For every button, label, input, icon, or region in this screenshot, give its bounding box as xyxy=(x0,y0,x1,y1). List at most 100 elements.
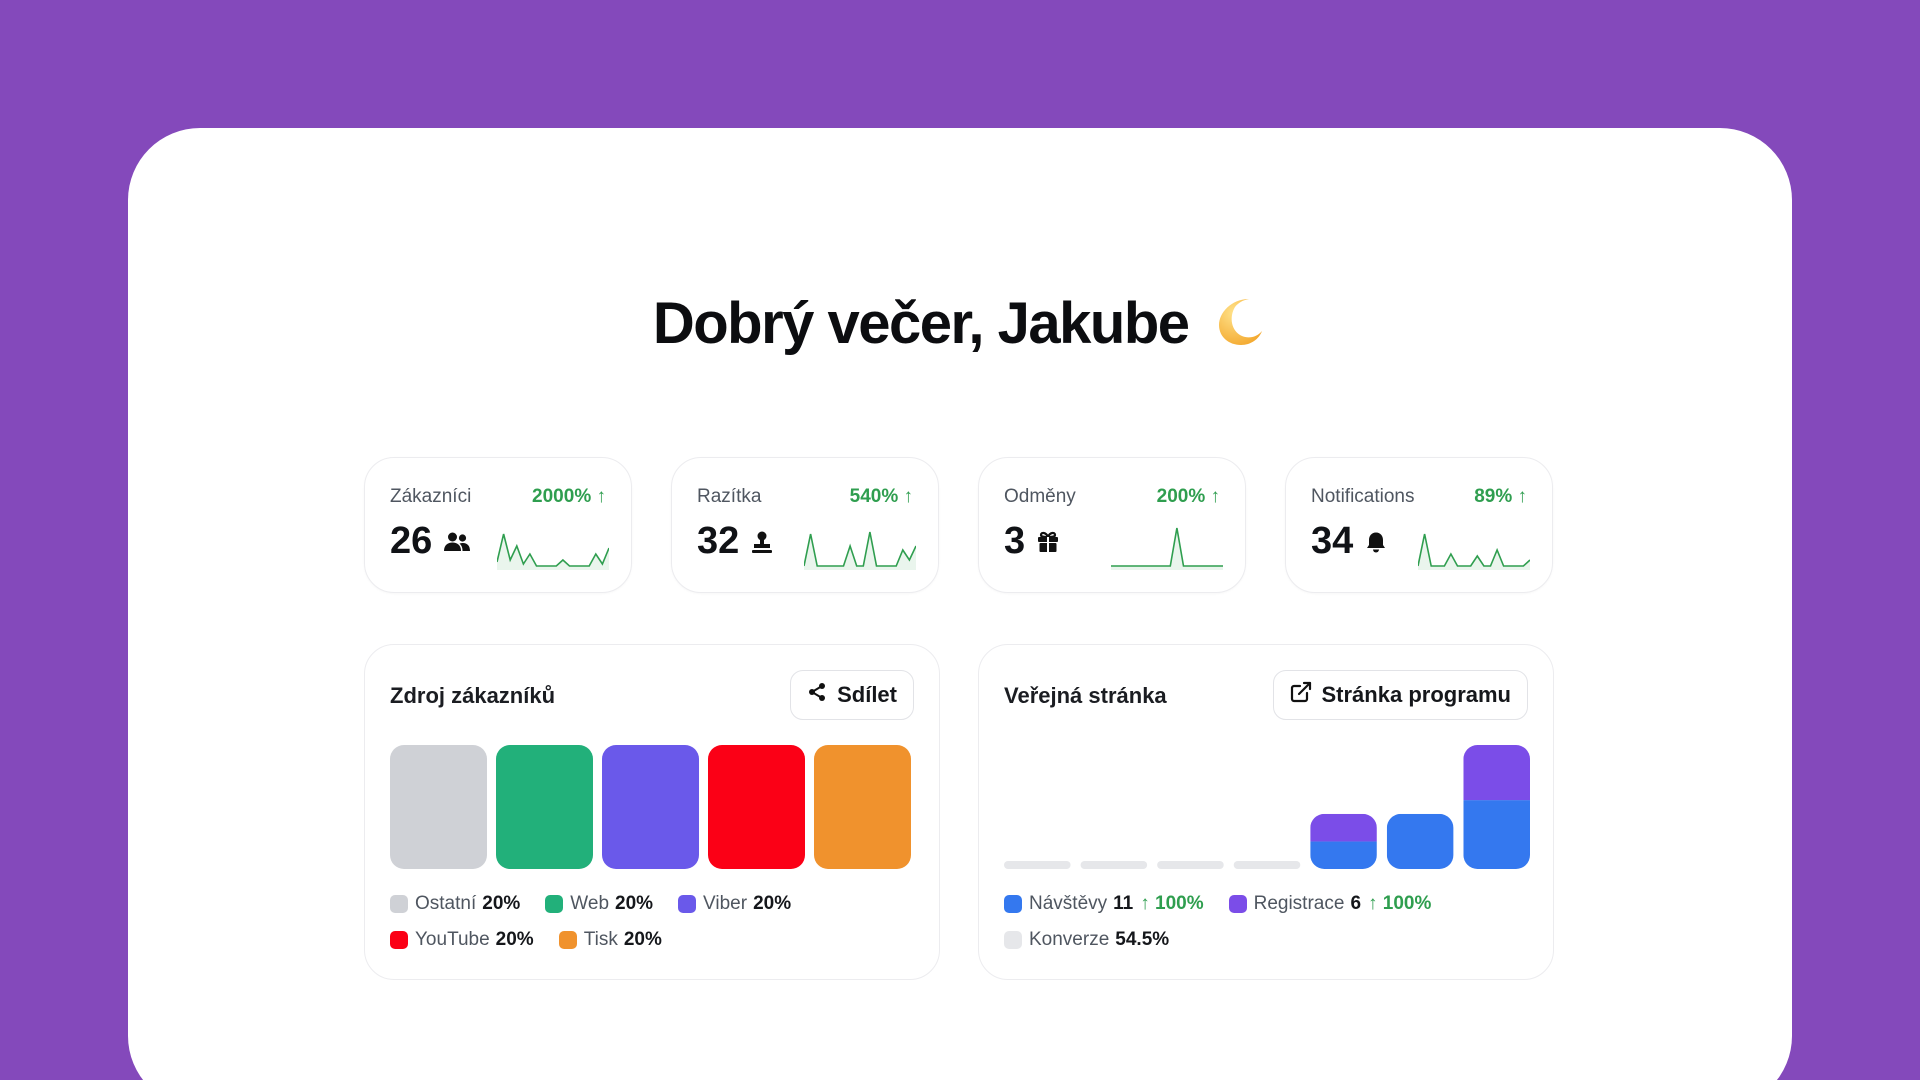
legend-value: 11 xyxy=(1113,893,1134,914)
legend-name: Tisk xyxy=(583,929,618,950)
legend-item-visits: Návštěvy 11 ↑ 100% xyxy=(1004,893,1204,915)
sparkline-area xyxy=(1418,534,1530,570)
legend-swatch xyxy=(545,895,564,913)
stat-label: Zákazníci xyxy=(390,486,472,507)
legend-name: Ostatní xyxy=(415,893,477,914)
legend-change: ↑ 100% xyxy=(1140,893,1204,914)
legend-name: Web xyxy=(570,893,610,914)
legend-item-youtube: YouTube 20% xyxy=(390,929,534,951)
legend-item-ostatní: Ostatní 20% xyxy=(390,893,520,915)
source-legend: Ostatní 20% Web 20% Viber 20% YouTube 20% Tisk 20… xyxy=(390,893,920,951)
sparkline-line xyxy=(1111,527,1223,567)
sparkline-area xyxy=(497,534,609,570)
users-icon xyxy=(444,531,471,553)
legend-swatch xyxy=(390,931,408,949)
public-page-card: Veřejná stránka Stránka programu Návštěv… xyxy=(978,644,1554,980)
public-page-chart xyxy=(1004,745,1530,869)
chart-bar-segment-visits xyxy=(1463,800,1530,869)
legend-value: 20% xyxy=(495,929,534,950)
chart-bar-empty xyxy=(1004,861,1071,869)
bell-icon xyxy=(1365,531,1387,553)
legend-value: 20% xyxy=(615,893,654,914)
sparkline-area xyxy=(1111,528,1223,570)
stat-label: Razítka xyxy=(697,486,762,507)
stat-card-rewards[interactable]: Odměny 200% ↑ 3 xyxy=(978,457,1246,593)
sparkline-stamps xyxy=(804,531,916,570)
legend-item-registrations: Registrace 6 ↑ 100% xyxy=(1228,893,1432,915)
source-bar-tisk[interactable] xyxy=(814,745,911,869)
legend-swatch xyxy=(558,931,577,949)
stat-value-row: 32 xyxy=(697,520,773,563)
stat-card-notifications[interactable]: Notifications 89% ↑ 34 xyxy=(1285,457,1553,593)
program-page-button[interactable]: Stránka programu xyxy=(1272,670,1528,720)
share-button[interactable]: Sdílet xyxy=(790,670,914,720)
legend-swatch xyxy=(1004,895,1022,913)
legend-swatch xyxy=(678,895,697,913)
sparkline-notifications xyxy=(1418,533,1530,570)
chart-bar xyxy=(1386,813,1454,869)
legend-name: Registrace xyxy=(1253,893,1345,914)
legend-item-conversion: Konverze 54.5% xyxy=(1004,929,1534,951)
sparkline-rewards xyxy=(1111,527,1223,570)
stat-change: 89% ↑ xyxy=(1474,486,1527,507)
legend-value: 20% xyxy=(753,893,792,914)
public-page-title: Veřejná stránka xyxy=(1004,683,1167,708)
legend-item-web: Web 20% xyxy=(545,893,653,915)
chart-bar-segment-registrations xyxy=(1463,745,1530,801)
stat-value-row: 34 xyxy=(1311,520,1387,563)
source-bar-web[interactable] xyxy=(496,745,593,869)
customer-sources-title: Zdroj zákazníků xyxy=(390,683,556,708)
stat-value: 32 xyxy=(697,520,740,562)
stat-card-customers[interactable]: Zákazníci 2000% ↑ 26 xyxy=(364,457,632,593)
stat-label: Odměny xyxy=(1004,486,1076,507)
legend-value: 20% xyxy=(482,893,521,914)
crescent-moon-icon xyxy=(1211,293,1267,363)
stat-change: 2000% ↑ xyxy=(532,486,606,507)
stat-value: 34 xyxy=(1311,520,1354,562)
legend-swatch xyxy=(1004,931,1022,949)
legend-name: Viber xyxy=(703,893,748,914)
stat-value: 26 xyxy=(390,520,433,562)
stat-card-stamps[interactable]: Razítka 540% ↑ 32 xyxy=(671,457,939,593)
stamp-icon xyxy=(751,531,773,553)
sparkline-area xyxy=(804,532,916,570)
stat-value: 3 xyxy=(1004,520,1026,562)
chart-bar-empty xyxy=(1157,861,1224,869)
customer-sources-card: Zdroj zákazníků Sdílet Ostatní 20% Web 20% V… xyxy=(364,644,940,980)
legend-item-viber: Viber 20% xyxy=(678,893,791,915)
legend-name: Návštěvy xyxy=(1029,893,1108,914)
source-bar-ostatní[interactable] xyxy=(390,745,487,869)
public-page-legend: Návštěvy 11 ↑ 100% Registrace 6 ↑ 100% K… xyxy=(1004,893,1534,951)
chart-bar-segment-visits xyxy=(1386,813,1454,869)
legend-value: 20% xyxy=(623,929,662,950)
greeting-heading: Dobrý večer, Jakube xyxy=(0,290,1920,363)
legend-swatch xyxy=(390,895,408,913)
chart-bar-segment-registrations xyxy=(1310,813,1377,842)
sparkline-line xyxy=(1418,533,1530,567)
gift-icon xyxy=(1037,531,1059,553)
stat-value-row: 26 xyxy=(390,520,471,563)
share-label: Sdílet xyxy=(837,682,897,707)
source-bars xyxy=(390,745,911,869)
legend-name: YouTube xyxy=(415,929,490,950)
share-icon xyxy=(807,682,827,708)
chart-bar xyxy=(1310,813,1377,869)
legend-swatch xyxy=(1228,895,1247,913)
sparkline-line xyxy=(804,531,916,567)
source-bar-youtube[interactable] xyxy=(708,745,805,869)
stat-change: 200% ↑ xyxy=(1156,486,1220,507)
stat-change: 540% ↑ xyxy=(849,486,913,507)
stat-value-row: 3 xyxy=(1004,520,1059,563)
chart-bar-empty xyxy=(1233,861,1301,869)
legend-change: ↑ 100% xyxy=(1368,893,1432,914)
sparkline-customers xyxy=(497,533,609,570)
greeting-text: Dobrý večer, Jakube xyxy=(652,291,1190,356)
stat-label: Notifications xyxy=(1311,486,1415,507)
legend-name: Konverze xyxy=(1029,929,1110,950)
external-link-icon xyxy=(1290,681,1312,709)
program-page-label: Stránka programu xyxy=(1321,682,1512,707)
source-bar-viber[interactable] xyxy=(602,745,699,869)
sparkline-line xyxy=(497,533,609,567)
legend-item-tisk: Tisk 20% xyxy=(558,929,662,951)
chart-bar-segment-visits xyxy=(1310,841,1377,869)
